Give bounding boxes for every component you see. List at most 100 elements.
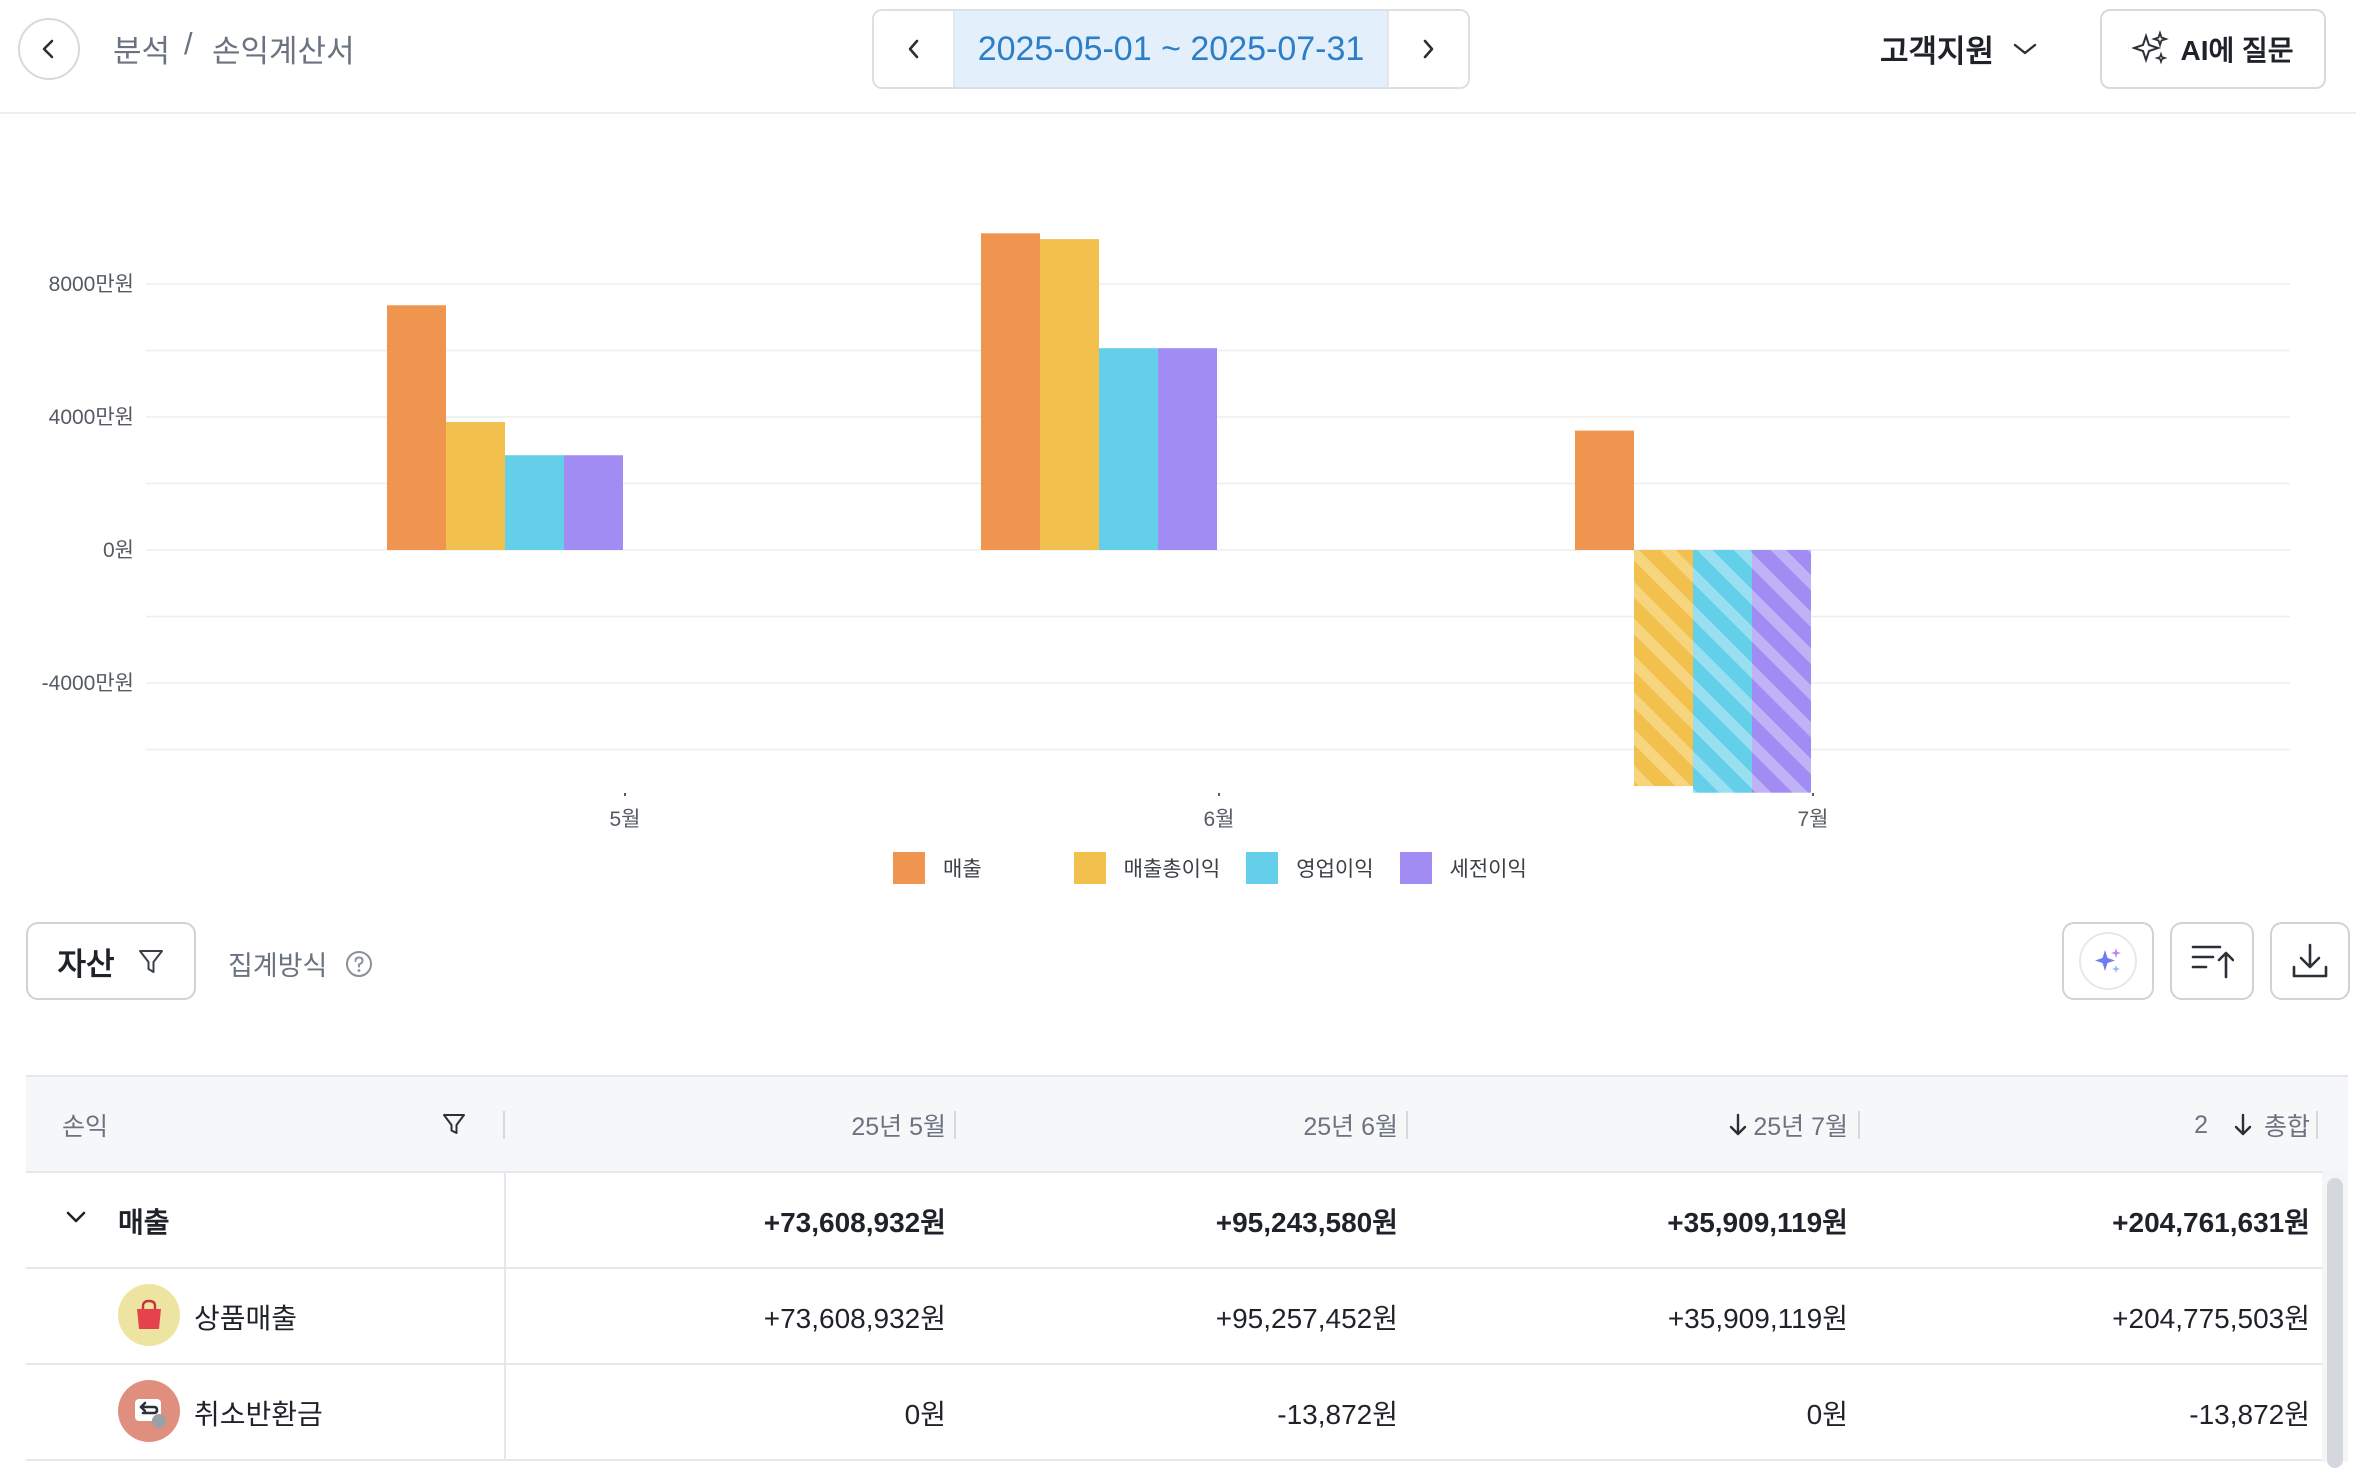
legend-swatch [1073,852,1106,884]
legend-item-gross-profit[interactable]: 매출총이익 [1073,852,1221,884]
cell-june: +95,257,452원 [1215,1303,1398,1334]
column-separator[interactable] [1406,1111,1408,1139]
column-divider [504,1269,506,1363]
cell-may: +73,608,932원 [763,1303,946,1334]
chevron-left-icon [908,39,919,59]
breadcrumb-separator: / [184,26,193,61]
shopping-bag-glyph [137,1299,161,1329]
column-header-total[interactable]: 2 총합 [2194,1107,2310,1143]
chevron-right-icon [1423,39,1434,59]
column-separator[interactable] [2316,1111,2318,1139]
column-header-june[interactable]: 25년 6월 [1303,1113,1398,1141]
cell-may: 0원 [904,1399,946,1430]
filter-icon[interactable] [441,1111,467,1137]
legend-label: 매출총이익 [1123,858,1221,881]
bar-영업이익-5월[interactable] [505,455,564,550]
x-tick-label: 7월 [1798,808,1829,831]
asset-filter-label: 자산 [57,946,115,982]
table-row-group-revenue[interactable]: 매출 +73,608,932원 +95,243,580원 +35,909,119… [26,1173,2348,1269]
y-tick-label: 0원 [103,539,134,562]
chevron-left-icon [42,39,54,59]
next-period-button[interactable] [1388,11,1468,87]
sparkle-icon [2132,30,2170,65]
cell-july: 0원 [1806,1399,1848,1430]
profit-loss-table: 손익 25년 5월 25년 6월 25년 7월 2 총합 매 [26,1075,2348,1461]
chevron-down-icon[interactable] [64,1209,88,1227]
sort-down-arrow-icon [2234,1113,2252,1136]
bar-매출-5월[interactable] [387,305,446,550]
column-header-july-label: 25년 7월 [1753,1113,1848,1141]
row-label: 상품매출 [194,1303,298,1334]
support-label: 고객지원 [1880,34,1995,69]
top-bar: 분석 / 손익계산서 2025-05-01 ~ 2025-07-31 고객지원 … [0,0,2356,114]
table-scrollbar-thumb[interactable] [2327,1178,2343,1468]
legend-swatch [893,852,925,884]
prev-period-button[interactable] [874,11,954,87]
chart-legend: 매출 매출총이익 영업이익 세전이익 [893,852,1553,884]
ai-insight-button[interactable] [2062,922,2154,1000]
column-header-july[interactable]: 25년 7월 [1727,1107,1848,1143]
column-header-account: 손익 [62,1113,109,1141]
column-divider [504,1365,506,1459]
bar-영업이익-7월[interactable] [1693,550,1752,793]
sort-down-arrow-icon [1730,1113,1747,1136]
cell-june: +95,243,580원 [1215,1207,1398,1238]
legend-item-operating-profit[interactable]: 영업이익 [1246,852,1374,884]
bar-세전이익-5월[interactable] [564,455,623,550]
bar-매출총이익-7월[interactable] [1634,550,1693,787]
asset-filter-button[interactable]: 자산 [26,922,196,1000]
ask-ai-button[interactable]: AI에 질문 [2100,9,2326,89]
column-separator[interactable] [503,1111,505,1139]
support-dropdown[interactable]: 고객지원 [1880,26,2038,71]
legend-swatch [1399,852,1432,884]
column-separator[interactable] [1858,1111,1860,1139]
column-divider [504,1173,506,1267]
bar-매출총이익-6월[interactable] [1040,239,1099,551]
cell-july: +35,909,119원 [1667,1303,1848,1334]
cell-july: +35,909,119원 [1667,1207,1848,1238]
refund-glyph [135,1399,166,1428]
bar-세전이익-6월[interactable] [1158,348,1217,550]
download-button[interactable] [2270,922,2350,1000]
bar-매출-7월[interactable] [1575,430,1634,550]
refund-icon [118,1380,180,1442]
cell-total: +204,761,631원 [2112,1207,2310,1238]
aggregation-label: 집계방식 [228,951,328,981]
legend-item-pretax-profit[interactable]: 세전이익 [1399,852,1527,884]
bar-세전이익-7월[interactable] [1752,550,1811,793]
legend-swatch [1246,852,1279,884]
filter-icon [138,950,163,973]
aggregation-method[interactable]: 집계방식 [228,944,373,983]
cell-may: +73,608,932원 [763,1207,946,1238]
bar-매출총이익-5월[interactable] [446,421,505,550]
x-tick-label: 5월 [610,808,641,831]
ai-insight-circle [2079,932,2137,990]
legend-label: 매출 [943,858,982,881]
table-row[interactable]: 상품매출 +73,608,932원 +95,257,452원 +35,909,1… [26,1269,2348,1365]
legend-item-revenue[interactable]: 매출 [893,852,982,884]
sort-button[interactable] [2170,922,2254,1000]
y-tick-label: 8000만원 [49,273,134,296]
column-header-may[interactable]: 25년 5월 [851,1113,946,1141]
sparkle-icon [2095,948,2121,973]
help-circle-icon[interactable] [345,950,373,978]
column-separator[interactable] [954,1111,956,1139]
table-header: 손익 25년 5월 25년 6월 25년 7월 2 총합 [26,1075,2348,1173]
sort-order-badge: 2 [2194,1110,2208,1139]
bar-매출-6월[interactable] [981,233,1040,550]
cell-june: -13,872원 [1277,1399,1398,1430]
row-label: 취소반환금 [194,1399,323,1430]
chevron-down-icon [2013,43,2037,54]
ask-ai-label: AI에 질문 [2180,35,2294,66]
page-title: 손익계산서 [212,34,355,69]
y-tick-label: 4000만원 [49,406,134,429]
breadcrumb-analysis[interactable]: 분석 [113,34,171,69]
profit-loss-bar-chart: 8000만원 4000만원 0원 -4000만원 5월 6월 7월 [42,233,2290,831]
shopping-bag-icon [118,1284,180,1346]
bar-영업이익-6월[interactable] [1099,348,1158,550]
cell-total: -13,872원 [2189,1399,2310,1430]
table-row[interactable]: 취소반환금 0원 -13,872원 0원 -13,872원 [26,1365,2348,1461]
date-range-display[interactable]: 2025-05-01 ~ 2025-07-31 [953,11,1389,87]
back-button[interactable] [18,18,80,80]
cell-total: +204,775,503원 [2112,1303,2310,1334]
